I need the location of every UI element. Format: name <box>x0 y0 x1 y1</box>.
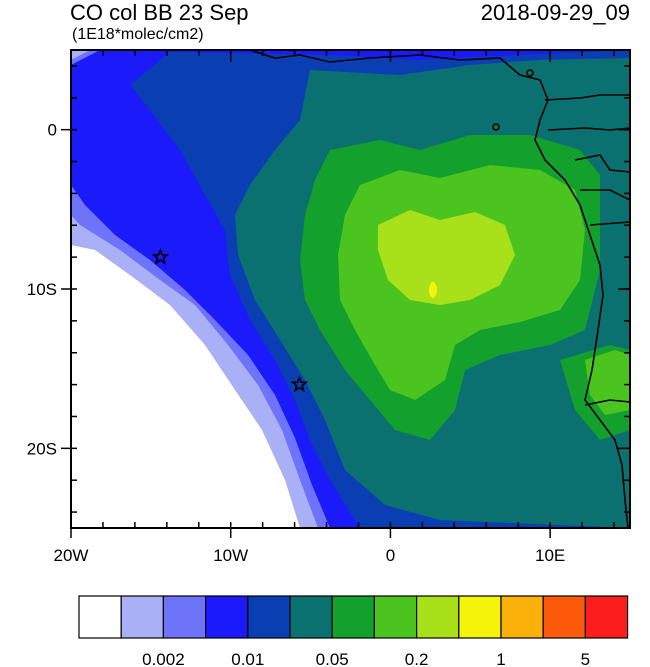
x-tick-label: 20W <box>54 546 89 565</box>
star-marker <box>290 375 309 393</box>
x-tick-label: 10E <box>535 546 565 565</box>
coastline <box>249 50 630 528</box>
x-tick-label: 0 <box>386 546 395 565</box>
colorbar-box <box>584 595 629 639</box>
colorbar-label: 0.01 <box>231 650 264 667</box>
fill-level-7b <box>585 350 630 415</box>
colorbar-box <box>205 595 249 639</box>
colorbar-box <box>331 595 376 639</box>
fill-level-8 <box>378 210 515 305</box>
colorbar-box <box>120 595 164 639</box>
colorbar-label: 0.002 <box>142 650 185 667</box>
fill-level-9 <box>429 282 437 298</box>
y-tick-label: 10S <box>27 280 57 299</box>
colorbar-box <box>542 595 587 639</box>
colorbar-label: 5 <box>581 650 590 667</box>
colorbar-box <box>78 595 122 639</box>
colorbar-box <box>289 595 333 639</box>
y-tick-label: 0 <box>48 121 57 140</box>
colorbar-box <box>500 595 544 639</box>
colorbar-label: 1 <box>496 650 505 667</box>
y-tick-label: 20S <box>27 439 57 458</box>
co-field <box>71 50 630 528</box>
valid-time: 2018-09-29_09 <box>480 0 630 25</box>
x-tick-label: 10W <box>213 546 248 565</box>
colorbar-box <box>416 595 460 639</box>
star-marker <box>151 247 170 265</box>
colorbar-box <box>247 595 291 639</box>
colorbar-box <box>162 595 207 639</box>
colorbar-label: 0.05 <box>316 650 349 667</box>
colorbar-box <box>373 595 418 639</box>
map-title: CO col BB 23 Sep <box>70 0 249 25</box>
colorbar-box <box>458 595 502 639</box>
colorbar-label: 0.2 <box>405 650 429 667</box>
units-label: (1E18*molec/cm2) <box>72 26 204 43</box>
